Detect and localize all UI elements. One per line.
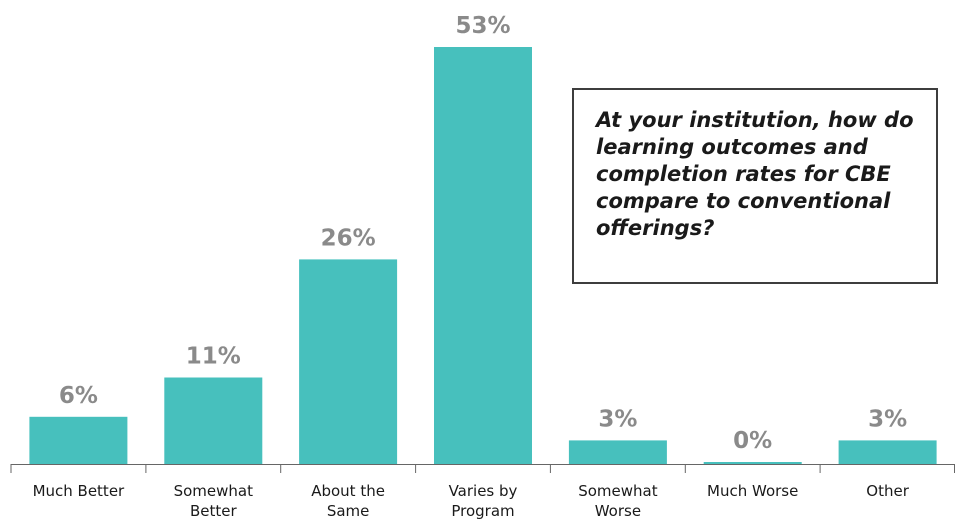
tick-label-line: Varies by xyxy=(449,482,518,500)
question-callout-text: At your institution, how do learning out… xyxy=(596,108,914,240)
bar-3 xyxy=(434,47,532,464)
bar-6 xyxy=(838,440,937,464)
tick-label-1: Somewhat Better xyxy=(174,482,254,519)
bars-layer xyxy=(29,47,937,464)
question-callout-box: At your institution, how do learning out… xyxy=(572,88,938,284)
tick-label-line: Somewhat xyxy=(174,482,254,500)
bar-0 xyxy=(29,416,128,464)
tick-label-line: Somewhat xyxy=(578,482,658,500)
value-label-2: 26% xyxy=(321,225,376,251)
bar-4 xyxy=(568,440,667,464)
tick-label-line: Other xyxy=(866,482,909,500)
tick-label-line: Same xyxy=(327,502,370,519)
tick-label-0: Much Better xyxy=(33,482,125,500)
tick-label-5: Much Worse xyxy=(707,482,798,500)
tick-label-line: Worse xyxy=(595,502,641,519)
value-label-4: 3% xyxy=(598,406,637,432)
bar-2 xyxy=(299,259,398,464)
value-label-3: 53% xyxy=(455,13,510,39)
tick-label-4: Somewhat Worse xyxy=(578,482,658,519)
bar-5 xyxy=(703,462,802,464)
tick-label-line: Much Better xyxy=(33,482,125,500)
tick-label-3: Varies by Program xyxy=(449,482,518,519)
bar-1 xyxy=(164,377,263,464)
value-labels-layer: 6% 11% 26% 53% 3% 0% 3% xyxy=(59,13,907,454)
tick-label-6: Other xyxy=(866,482,909,500)
value-label-0: 6% xyxy=(59,383,98,409)
tick-label-line: Much Worse xyxy=(707,482,798,500)
value-label-6: 3% xyxy=(868,406,907,432)
x-axis xyxy=(10,464,955,473)
tick-label-2: About the Same xyxy=(311,482,385,519)
value-label-1: 11% xyxy=(186,344,241,370)
x-tick-labels: Much Better Somewhat Better About the Same Va… xyxy=(33,482,910,519)
tick-label-line: Better xyxy=(190,502,238,519)
tick-label-line: Program xyxy=(451,502,514,519)
value-label-5: 0% xyxy=(733,428,772,454)
tick-label-line: About the xyxy=(311,482,385,500)
